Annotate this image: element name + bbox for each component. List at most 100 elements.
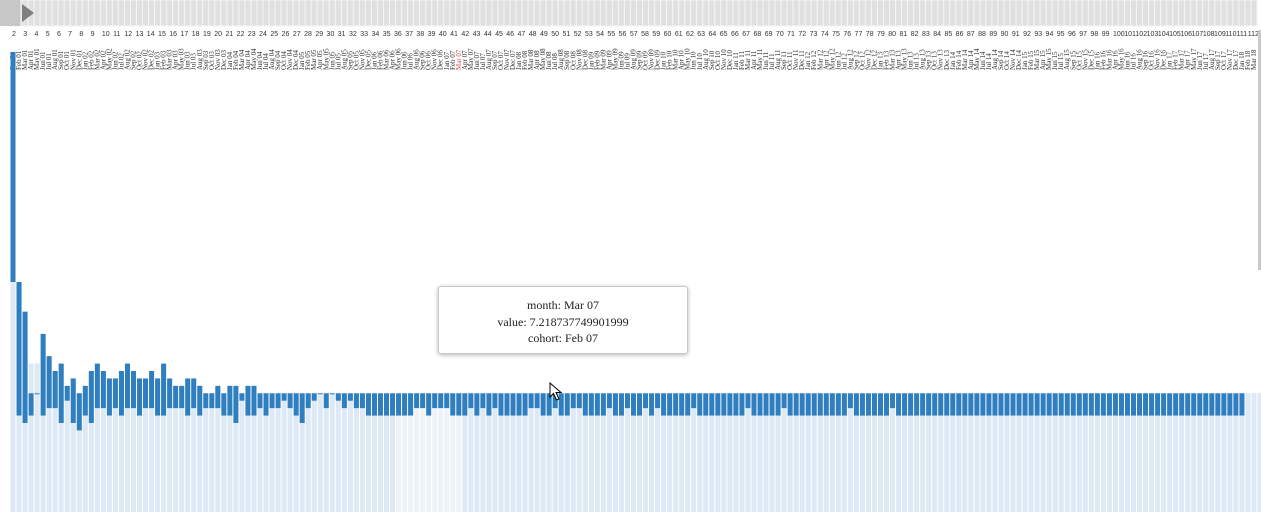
range-bar[interactable] — [1016, 393, 1022, 416]
scrubber-cell[interactable] — [889, 0, 897, 27]
range-bar[interactable] — [793, 393, 799, 416]
scrubber-cell[interactable] — [292, 0, 300, 27]
range-bar[interactable] — [528, 393, 534, 409]
scrubber-cell[interactable] — [852, 0, 860, 27]
range-bar[interactable] — [1167, 393, 1173, 416]
range-bar[interactable] — [112, 378, 118, 409]
range-bar[interactable] — [1143, 393, 1149, 416]
range-bar[interactable] — [1191, 393, 1197, 416]
range-bar[interactable] — [1028, 393, 1034, 416]
range-bar[interactable] — [438, 393, 444, 409]
range-bar[interactable] — [76, 393, 82, 431]
range-bar[interactable] — [106, 378, 112, 416]
scrubber-cell[interactable] — [1021, 0, 1029, 27]
range-bar[interactable] — [269, 393, 275, 409]
scrubber-cell[interactable] — [232, 0, 240, 27]
scrubber-cell[interactable] — [166, 0, 174, 27]
range-bar[interactable] — [1010, 393, 1016, 416]
scrubber-cell[interactable] — [750, 0, 758, 27]
scrubber-cell[interactable] — [1081, 0, 1089, 27]
scrubber-cell[interactable] — [1238, 0, 1246, 27]
range-bar[interactable] — [510, 393, 516, 416]
range-bar[interactable] — [1173, 393, 1179, 416]
scrubber-cell[interactable] — [997, 0, 1005, 27]
range-bar[interactable] — [1155, 393, 1161, 416]
range-bar[interactable] — [944, 393, 950, 416]
range-bar[interactable] — [1197, 393, 1203, 416]
range-bar[interactable] — [215, 385, 221, 409]
range-bar[interactable] — [359, 393, 365, 409]
scrubber-cell[interactable] — [684, 0, 692, 27]
scrubber-cell[interactable] — [69, 0, 77, 27]
range-bar[interactable] — [757, 393, 763, 416]
range-bar[interactable] — [155, 378, 161, 416]
scrubber-cell[interactable] — [262, 0, 270, 27]
scrubber-cell[interactable] — [1214, 0, 1222, 27]
range-bar[interactable] — [22, 311, 28, 423]
range-bar[interactable] — [618, 393, 624, 416]
scrubber-cell[interactable] — [1178, 0, 1186, 27]
range-bar[interactable] — [191, 378, 197, 409]
range-bar[interactable] — [70, 378, 76, 423]
scrubber-cell[interactable] — [1160, 0, 1168, 27]
range-bar[interactable] — [781, 393, 787, 409]
range-bar[interactable] — [1076, 393, 1082, 416]
range-bar[interactable] — [769, 393, 775, 416]
range-bar[interactable] — [534, 393, 540, 409]
scrubber-cell[interactable] — [75, 0, 83, 27]
scrubber-cell[interactable] — [1202, 0, 1210, 27]
scrubber-cell[interactable] — [238, 0, 246, 27]
range-bar[interactable] — [1040, 393, 1046, 416]
scrubber-cell[interactable] — [497, 0, 505, 27]
range-bar[interactable] — [203, 393, 209, 409]
range-bar[interactable] — [685, 393, 691, 416]
range-bar[interactable] — [992, 393, 998, 416]
range-bar[interactable] — [341, 393, 347, 409]
range-bar[interactable] — [697, 393, 703, 416]
scrubber-cell[interactable] — [280, 0, 288, 27]
scrubber-cell[interactable] — [883, 0, 891, 27]
scrubber-cell[interactable] — [1105, 0, 1113, 27]
scrubber-cell[interactable] — [533, 0, 541, 27]
range-bar[interactable] — [456, 393, 462, 416]
range-bar[interactable] — [275, 393, 281, 409]
scrubber-cell[interactable] — [226, 0, 234, 27]
scrubber-cell[interactable] — [154, 0, 162, 27]
range-bar[interactable] — [980, 393, 986, 416]
range-bar[interactable] — [847, 393, 853, 409]
range-bar[interactable] — [799, 393, 805, 416]
range-bar[interactable] — [251, 385, 257, 416]
range-bar[interactable] — [492, 393, 498, 409]
scrubber-cell[interactable] — [1154, 0, 1162, 27]
range-bar[interactable] — [932, 393, 938, 416]
scrubber-cell[interactable] — [142, 0, 150, 27]
scrubber-cell[interactable] — [364, 0, 372, 27]
scrubber-cell[interactable] — [304, 0, 312, 27]
scrubber-cell[interactable] — [111, 0, 119, 27]
play-triangle-icon[interactable] — [22, 4, 34, 22]
scrubber-cell[interactable] — [792, 0, 800, 27]
range-bar[interactable] — [643, 393, 649, 409]
range-bar[interactable] — [432, 393, 438, 409]
scrubber-cell[interactable] — [895, 0, 903, 27]
range-bar[interactable] — [823, 393, 829, 416]
scrubber-cell[interactable] — [720, 0, 728, 27]
range-bar[interactable] — [396, 393, 402, 416]
scrubber-cell[interactable] — [413, 0, 421, 27]
range-bar[interactable] — [335, 393, 341, 401]
range-bar[interactable] — [1118, 393, 1124, 416]
range-bar[interactable] — [552, 393, 558, 409]
scrubber-cell[interactable] — [443, 0, 451, 27]
scrubber-cell[interactable] — [551, 0, 559, 27]
scrubber-cell[interactable] — [383, 0, 391, 27]
scrubber-cell[interactable] — [907, 0, 915, 27]
scrubber-cell[interactable] — [389, 0, 397, 27]
range-bar[interactable] — [667, 393, 673, 416]
range-bar[interactable] — [233, 385, 239, 423]
scrubber-cell[interactable] — [738, 0, 746, 27]
scrubber-cell[interactable] — [1166, 0, 1174, 27]
scrubber-cell[interactable] — [244, 0, 252, 27]
scrubber-cell[interactable] — [117, 0, 125, 27]
scrubber-cell[interactable] — [876, 0, 884, 27]
range-bar[interactable] — [64, 385, 70, 401]
